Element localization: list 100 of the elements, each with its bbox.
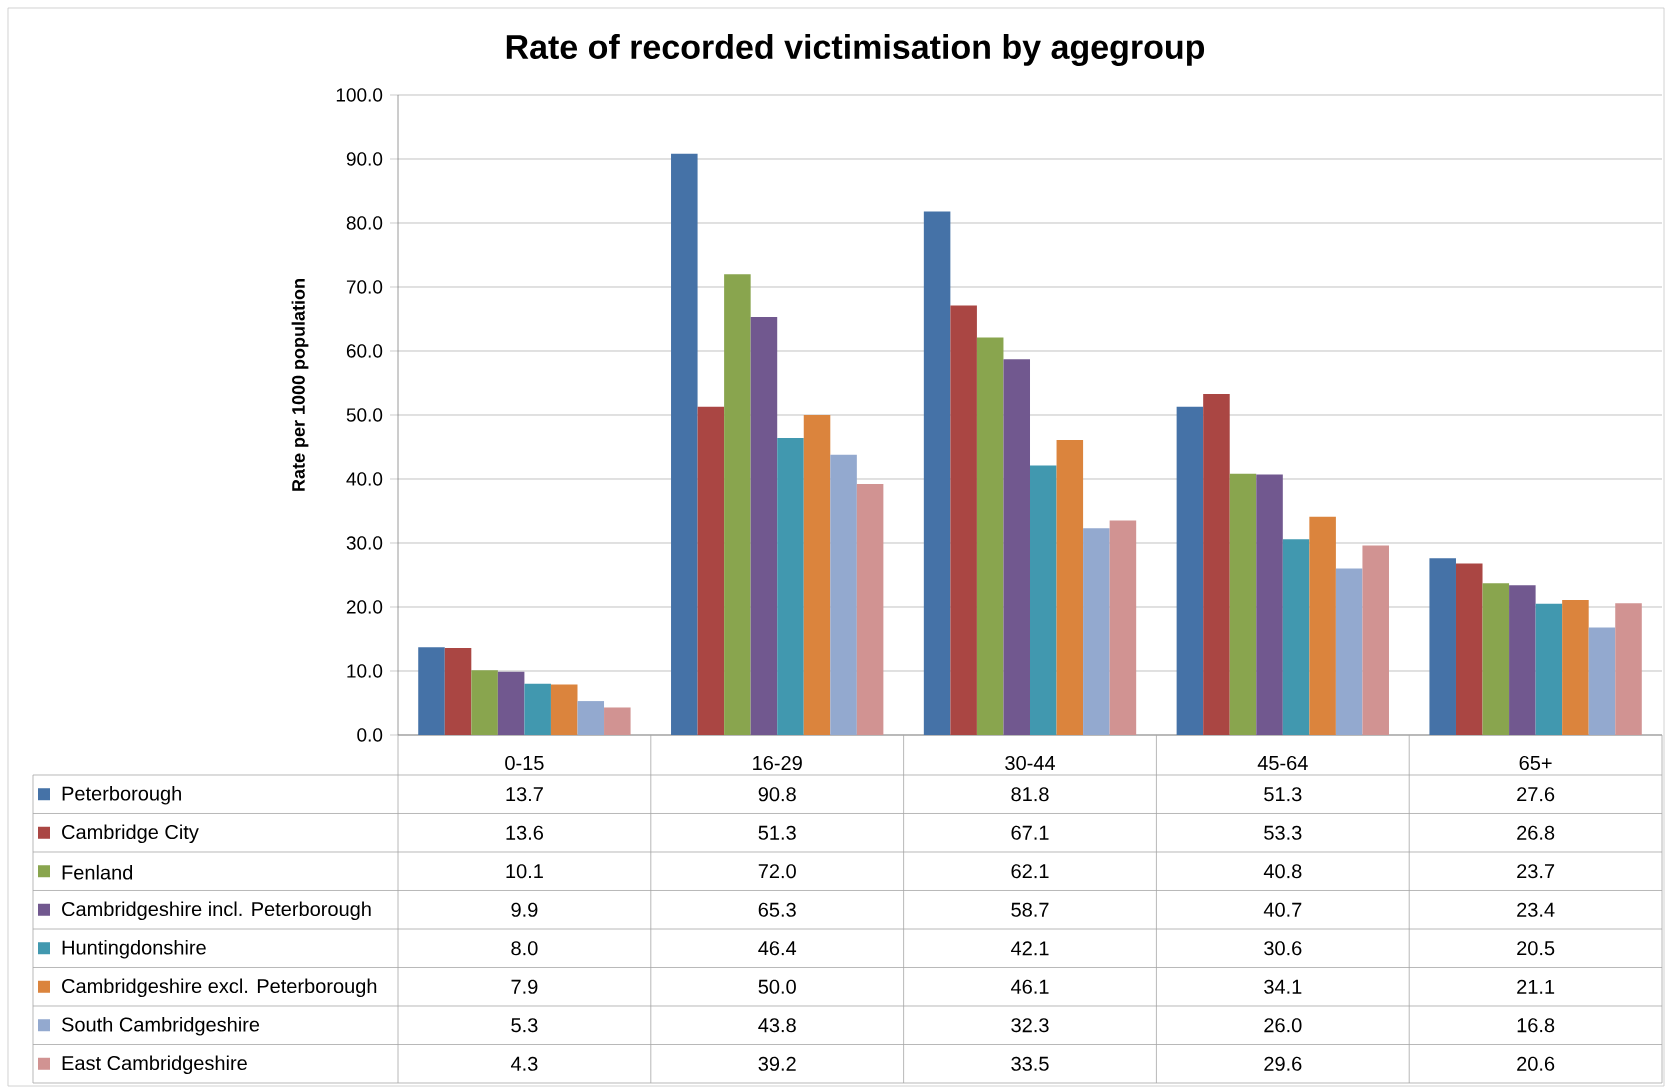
legend-label: East Cambridgeshire (62, 1055, 247, 1075)
data-label: 72.0 (758, 864, 796, 879)
data-label: 33.5 (1011, 1056, 1049, 1071)
y-tick-label: 20.0 (346, 600, 383, 614)
bar (830, 454, 857, 735)
data-label: 46.1 (1011, 979, 1049, 994)
data-label: 30.6 (1264, 941, 1302, 956)
bar (671, 153, 698, 735)
bar (1229, 473, 1257, 735)
bar (697, 406, 725, 735)
bar (1083, 528, 1110, 735)
data-label: 51.3 (758, 825, 796, 840)
legend-label: Cambridgeshire incl. Peterborough (62, 901, 371, 921)
legend-label: Fenland (62, 864, 133, 880)
y-tick-label: 0.0 (357, 728, 383, 742)
bar (1615, 603, 1642, 735)
data-label: 5.3 (511, 1018, 538, 1033)
data-label: 23.4 (1517, 902, 1555, 917)
data-label: 50.0 (758, 979, 796, 994)
bar (1335, 568, 1363, 735)
data-label: 21.1 (1517, 979, 1555, 994)
bar (444, 647, 472, 735)
data-label: 8.0 (511, 941, 538, 956)
data-label: 26.8 (1517, 825, 1555, 840)
data-label: 20.6 (1517, 1056, 1555, 1071)
bar (418, 647, 445, 735)
data-label: 23.7 (1517, 864, 1555, 879)
data-label: 90.8 (758, 787, 796, 802)
y-tick-label: 40.0 (346, 472, 383, 486)
bar (777, 438, 804, 735)
x-tick-label: 45-64 (1257, 755, 1308, 771)
data-label: 53.3 (1264, 825, 1302, 840)
bar (550, 684, 578, 735)
bar (923, 211, 951, 735)
bar (1256, 474, 1283, 735)
bar (524, 683, 551, 735)
data-label: 67.1 (1011, 825, 1049, 840)
data-label: 39.2 (758, 1056, 796, 1071)
y-tick-label: 90.0 (346, 152, 383, 166)
data-label: 32.3 (1011, 1018, 1049, 1033)
bar (1309, 516, 1336, 735)
bar (1030, 465, 1057, 735)
bar (1429, 558, 1456, 735)
bar (1003, 359, 1030, 735)
legend-label: Huntingdonshire (62, 939, 206, 959)
y-tick-label: 100.0 (336, 88, 383, 102)
bar (1509, 585, 1536, 735)
data-label: 40.7 (1263, 902, 1302, 917)
y-tick-label: 10.0 (347, 664, 383, 678)
bar (1482, 583, 1510, 735)
chart-title: Rate of recorded victimisation by agegroup (506, 34, 1205, 66)
data-label: 20.5 (1517, 941, 1555, 956)
legend-label: South Cambridgeshire (61, 1016, 260, 1036)
bar (1176, 406, 1204, 735)
data-label: 13.6 (506, 825, 543, 840)
bar (577, 701, 605, 735)
y-tick-label: 60.0 (346, 344, 383, 358)
data-label: 42.1 (1011, 941, 1049, 956)
data-label: 4.3 (510, 1056, 538, 1071)
bar (856, 484, 884, 735)
x-tick-label: 16-29 (753, 755, 802, 771)
data-label: 27.6 (1517, 787, 1555, 802)
data-label: 65.3 (758, 902, 796, 917)
bar (497, 671, 525, 735)
y-tick-label: 80.0 (346, 216, 383, 230)
data-label: 26.0 (1264, 1018, 1302, 1033)
data-label: 13.7 (506, 787, 543, 802)
x-tick-label: 65+ (1519, 755, 1552, 771)
bar (1203, 393, 1230, 735)
bar (1535, 603, 1563, 735)
y-tick-label: 50.0 (346, 408, 383, 422)
bar (1455, 563, 1483, 735)
bar (950, 305, 977, 735)
bar (1056, 439, 1084, 735)
data-label: 16.8 (1517, 1018, 1555, 1033)
x-tick-label: 0-15 (505, 755, 544, 771)
bar (1109, 520, 1137, 735)
legend-label: Cambridgeshire excl. Peterborough (62, 978, 377, 998)
bar (471, 670, 498, 735)
legend-label: Peterborough (62, 785, 181, 805)
y-tick-label: 30.0 (346, 536, 383, 550)
data-label: 51.3 (1264, 787, 1302, 802)
data-label: 10.1 (506, 864, 543, 879)
data-label: 7.9 (511, 979, 538, 994)
data-label: 46.4 (758, 941, 797, 956)
data-label: 34.1 (1264, 979, 1302, 994)
bar (604, 707, 631, 735)
data-label: 62.1 (1011, 864, 1049, 879)
data-label: 58.7 (1011, 902, 1049, 917)
bar (976, 337, 1004, 735)
bar (1562, 599, 1589, 735)
data-label: 43.8 (758, 1018, 796, 1033)
bar (1588, 627, 1616, 735)
y-axis-title: Rate per 1000 population (291, 279, 309, 491)
data-label: 29.6 (1264, 1056, 1302, 1071)
bar (724, 274, 751, 735)
y-tick-label: 70.0 (346, 280, 383, 294)
bar (750, 317, 778, 735)
data-label: 81.8 (1011, 787, 1049, 802)
bar (1362, 545, 1389, 735)
